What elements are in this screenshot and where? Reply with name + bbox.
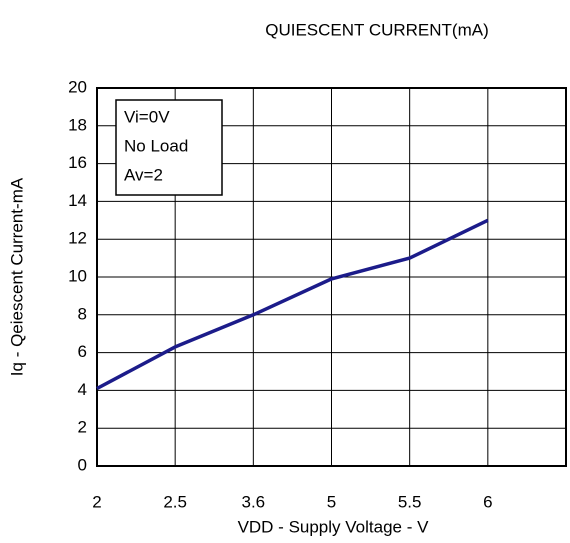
- y-tick-label: 10: [68, 266, 87, 285]
- y-tick-label: 18: [68, 115, 87, 134]
- chart-title: QUIESCENT CURRENT(mA): [265, 20, 489, 39]
- y-tick-label: 20: [68, 77, 87, 96]
- plot-frame: [96, 87, 567, 467]
- annotation: Vi=0V: [124, 107, 170, 126]
- y-tick-label: 8: [78, 304, 87, 323]
- y-tick-label: 2: [78, 418, 87, 437]
- x-axis-label: VDD - Supply Voltage - V: [238, 517, 430, 536]
- y-tick-label: 6: [78, 342, 87, 361]
- x-tick-label: 3.6: [242, 492, 266, 511]
- y-tick-label: 4: [78, 380, 87, 399]
- x-tick-label: 2: [92, 492, 101, 511]
- y-tick-label: 14: [68, 191, 87, 210]
- x-tick-label: 2.5: [163, 492, 187, 511]
- data-line: [96, 218, 489, 391]
- x-tick-label: 5: [327, 492, 336, 511]
- y-axis-label: Iq - Qeiescent Current-mA: [7, 177, 26, 376]
- annotation-box: [115, 99, 223, 196]
- y-tick-label: 0: [78, 455, 87, 474]
- annotation: Av=2: [124, 165, 163, 184]
- x-tick-label: 5.5: [398, 492, 422, 511]
- annotation: No Load: [124, 136, 188, 155]
- y-tick-label: 12: [68, 229, 87, 248]
- x-tick-label: 6: [483, 492, 492, 511]
- y-tick-label: 16: [68, 153, 87, 172]
